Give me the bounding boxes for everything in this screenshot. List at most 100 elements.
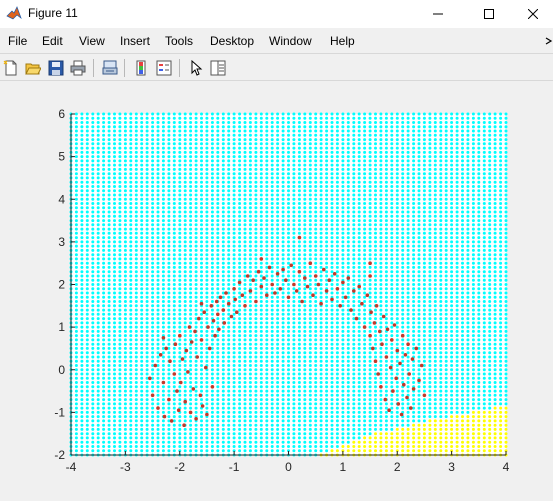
region-grid-dot bbox=[145, 133, 149, 137]
region-grid-dot bbox=[352, 432, 356, 436]
region-grid-dot bbox=[303, 125, 307, 129]
region-grid-dot bbox=[91, 304, 95, 308]
region-grid-dot bbox=[303, 159, 307, 163]
region-grid-dot bbox=[243, 261, 247, 265]
close-button[interactable] bbox=[510, 0, 553, 28]
region-grid-dot bbox=[134, 325, 138, 329]
region-grid-dot bbox=[287, 338, 290, 342]
region-grid-dot bbox=[102, 189, 106, 193]
region-grid-dot bbox=[248, 410, 252, 414]
region-grid-dot bbox=[238, 261, 242, 265]
region-grid-dot bbox=[238, 202, 242, 205]
region-grid-dot bbox=[335, 155, 339, 159]
region-grid-dot bbox=[319, 185, 323, 188]
region-grid-dot bbox=[357, 159, 361, 163]
region-grid-dot bbox=[134, 202, 138, 205]
region-grid-dot bbox=[227, 368, 231, 372]
region-grid-dot bbox=[221, 312, 225, 316]
region-grid-dot bbox=[357, 180, 361, 184]
region-grid-dot bbox=[74, 155, 78, 159]
region-grid-dot bbox=[200, 197, 203, 201]
region-grid-dot bbox=[357, 398, 361, 402]
region-grid-dot bbox=[314, 436, 318, 440]
region-grid-dot bbox=[216, 415, 220, 419]
menu-view[interactable]: View bbox=[79, 34, 105, 48]
region-grid-dot bbox=[96, 155, 100, 159]
region-grid-dot bbox=[259, 193, 263, 197]
region-grid-dot bbox=[287, 304, 290, 308]
save-button[interactable] bbox=[46, 58, 66, 78]
region-grid-dot bbox=[303, 445, 307, 448]
region-grid-dot bbox=[390, 261, 394, 265]
region-grid-dot bbox=[368, 159, 372, 163]
region-grid-dot bbox=[172, 449, 176, 453]
region-grid-dot bbox=[118, 329, 122, 333]
property-editor-button[interactable] bbox=[208, 58, 228, 78]
region-grid-dot bbox=[107, 312, 111, 316]
region-grid-dot bbox=[145, 364, 149, 367]
insert-colorbar-button[interactable] bbox=[131, 58, 151, 78]
region-grid-dot bbox=[357, 364, 361, 367]
region-grid-dot bbox=[319, 342, 323, 346]
region-grid-dot bbox=[281, 432, 285, 436]
region-grid-dot bbox=[325, 146, 329, 150]
region-grid-dot bbox=[379, 432, 383, 436]
region-grid-dot bbox=[243, 317, 247, 321]
print-button[interactable] bbox=[68, 58, 88, 78]
region-grid-dot bbox=[156, 338, 160, 342]
region-grid-dot bbox=[216, 351, 220, 355]
region-grid-dot bbox=[161, 248, 165, 252]
region-grid-dot bbox=[281, 449, 285, 453]
menu-help[interactable]: Help bbox=[330, 34, 355, 48]
region-grid-dot bbox=[363, 214, 367, 218]
menu-edit[interactable]: Edit bbox=[42, 34, 63, 48]
new-figure-button[interactable] bbox=[1, 58, 21, 78]
region-grid-dot bbox=[216, 265, 220, 269]
link-plot-button[interactable] bbox=[100, 58, 120, 78]
region-grid-dot bbox=[352, 393, 356, 397]
region-grid-dot bbox=[238, 146, 242, 150]
region-grid-dot bbox=[395, 219, 399, 223]
region-grid-dot bbox=[161, 385, 165, 389]
region-grid-dot bbox=[243, 364, 247, 367]
menu-tools[interactable]: Tools bbox=[165, 34, 194, 48]
region-grid-dot bbox=[319, 253, 323, 257]
region-grid-dot bbox=[227, 150, 231, 154]
region-grid-dot bbox=[167, 142, 171, 146]
region-grid-dot bbox=[341, 274, 345, 278]
open-file-button[interactable] bbox=[23, 58, 43, 78]
region-grid-dot bbox=[156, 295, 160, 299]
region-grid-dot bbox=[346, 253, 350, 257]
region-grid-dot bbox=[161, 342, 165, 346]
region-grid-dot bbox=[134, 342, 138, 346]
region-grid-dot bbox=[134, 163, 138, 167]
region-grid-dot bbox=[113, 342, 116, 346]
menu-desktop[interactable]: Desktop bbox=[210, 34, 255, 48]
region-grid-dot bbox=[91, 300, 95, 303]
region-grid-dot bbox=[107, 167, 111, 171]
menu-file[interactable]: File bbox=[8, 34, 28, 48]
region-grid-dot bbox=[292, 372, 296, 376]
region-grid-dot bbox=[368, 359, 372, 363]
region-grid-dot bbox=[167, 402, 171, 406]
region-grid-dot bbox=[194, 155, 198, 159]
menu-window[interactable]: Window bbox=[269, 34, 312, 48]
insert-legend-button[interactable] bbox=[154, 58, 174, 78]
region-grid-dot bbox=[156, 197, 160, 201]
dock-arrow-icon[interactable] bbox=[545, 36, 553, 46]
region-grid-dot bbox=[167, 150, 171, 154]
region-grid-dot bbox=[140, 185, 144, 188]
minimize-button[interactable] bbox=[415, 0, 461, 28]
region-grid-dot bbox=[74, 185, 78, 188]
region-grid-dot bbox=[276, 295, 280, 299]
maximize-button[interactable] bbox=[466, 0, 512, 28]
region-grid-dot bbox=[390, 257, 394, 261]
region-grid-dot bbox=[374, 155, 377, 159]
region-grid-dot bbox=[330, 253, 334, 257]
menu-insert[interactable]: Insert bbox=[120, 34, 151, 48]
region-grid-dot bbox=[123, 270, 127, 274]
region-grid-dot bbox=[270, 449, 274, 453]
region-grid-dot bbox=[308, 321, 312, 325]
edit-plot-button[interactable] bbox=[186, 58, 206, 78]
